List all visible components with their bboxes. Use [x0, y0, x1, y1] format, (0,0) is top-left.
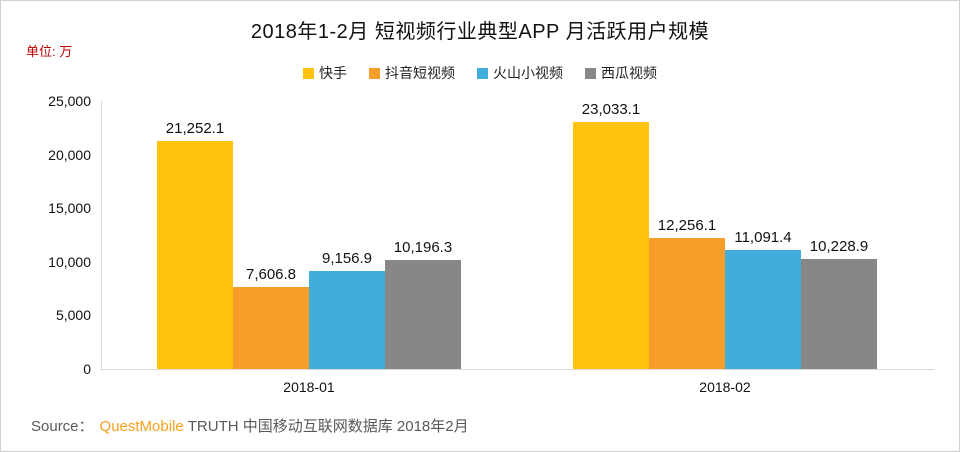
bar-快手-2018-01: [157, 141, 233, 369]
bar-西瓜视频-2018-01: [385, 259, 461, 369]
bar-value-label: 21,252.1: [165, 120, 225, 138]
bar-快手-2018-02: [573, 122, 649, 369]
chart-title: 2018年1-2月 短视频行业典型APP 月活跃用户规模: [250, 21, 710, 43]
y-axis-tick-label: 15,000: [48, 200, 91, 217]
y-axis-line: [101, 101, 102, 369]
legend-item-label: 快手: [319, 65, 347, 81]
y-axis-tick-label: 5,000: [55, 307, 91, 324]
legend-item: 西瓜视频: [585, 63, 657, 83]
legend-swatch: [369, 67, 380, 79]
source-prefix: Source：: [31, 418, 94, 435]
bar-value-label: 10,196.3: [393, 238, 453, 256]
source-brand: QuestMobile: [99, 418, 184, 435]
bar-value-label: 9,156.9: [321, 249, 373, 267]
y-axis-tick-label: 0: [83, 361, 91, 377]
legend-swatch: [477, 67, 488, 79]
legend-item: 火山小视频: [477, 63, 563, 83]
y-axis-tick-label: 25,000: [48, 93, 91, 109]
bar-value-label: 12,256.1: [657, 216, 717, 234]
bar-火山小视频-2018-01: [309, 270, 385, 369]
legend: 快手 抖音短视频 火山小视频 西瓜视频: [1, 63, 959, 83]
legend-swatch: [303, 67, 314, 79]
source-line: Source： QuestMobile TRUTH 中国移动互联网数据库 2018年…: [31, 415, 469, 436]
bar-value-label: 10,228.9: [809, 238, 869, 256]
bar-value-label: 23,033.1: [581, 101, 641, 119]
y-axis-tick-label: 20,000: [48, 146, 91, 163]
x-axis-line: [101, 369, 934, 370]
bar-value-label: 11,091.4: [734, 229, 792, 247]
legend-item: 抖音短视频: [369, 63, 455, 83]
x-axis-category-label: 2018-02: [699, 379, 751, 395]
legend-item-label: 抖音短视频: [385, 65, 455, 81]
bar-抖音短视频-2018-02: [649, 237, 725, 369]
bar-抖音短视频-2018-01: [233, 287, 309, 369]
legend-item-label: 西瓜视频: [601, 65, 657, 81]
unit-label: 单位: 万: [26, 44, 73, 59]
bar-西瓜视频-2018-02: [801, 259, 877, 369]
x-axis-category-label: 2018-01: [283, 379, 335, 395]
legend-swatch: [585, 67, 596, 79]
bar-value-label: 7,606.8: [245, 266, 297, 284]
bar-火山小视频-2018-02: [725, 250, 801, 369]
legend-item: 快手: [303, 63, 347, 83]
y-axis-tick-label: 10,000: [48, 253, 91, 270]
legend-item-label: 火山小视频: [493, 65, 563, 81]
source-rest: TRUTH 中国移动互联网数据库 2018年2月: [187, 418, 469, 435]
